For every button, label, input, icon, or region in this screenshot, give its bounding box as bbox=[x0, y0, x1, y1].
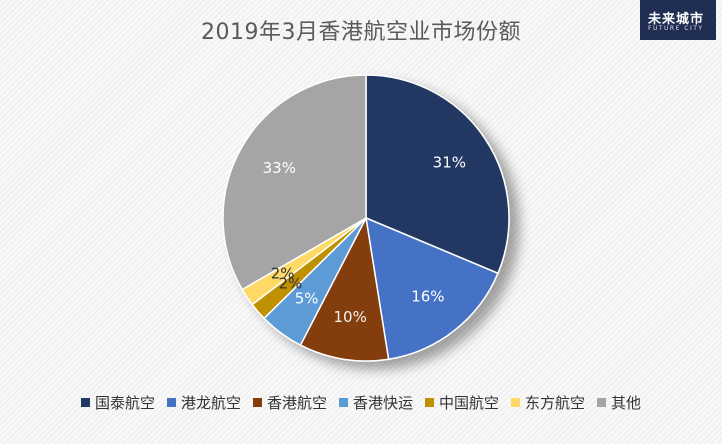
pie-slice-2 bbox=[299, 215, 390, 362]
legend-item-4: 中国航空 bbox=[425, 392, 499, 413]
legend-item-3: 香港快运 bbox=[338, 392, 413, 413]
legend-swatch-5 bbox=[511, 398, 521, 407]
legend-item-0: 国泰航空 bbox=[80, 392, 155, 413]
legend-label-0: 国泰航空 bbox=[94, 394, 155, 412]
logo-text: 未来城市 bbox=[648, 12, 705, 27]
pie-slice-1 bbox=[365, 216, 499, 361]
pie-data-label-6: 33% bbox=[263, 159, 296, 177]
pie-data-label-1: 16% bbox=[411, 288, 444, 306]
legend-swatch-2 bbox=[252, 398, 262, 407]
legend-label-1: 港龙航空 bbox=[180, 394, 241, 412]
legend-item-2: 香港航空 bbox=[252, 392, 327, 413]
legend-swatch-1 bbox=[166, 398, 176, 407]
legend-label-6: 其他 bbox=[611, 394, 642, 412]
pie-data-labels: 31% 16% 10% 5%2%2% 33% bbox=[263, 154, 466, 326]
logo-badge: 未来城市 FUTURE CITY bbox=[640, 0, 716, 40]
legend-label-2: 香港航空 bbox=[266, 394, 327, 412]
chart-title: 2019年3月香港航空业市场份额 bbox=[201, 20, 521, 45]
pie-slices bbox=[222, 74, 510, 362]
pie-data-label-5: 2% bbox=[271, 264, 295, 282]
pie-slice-0 bbox=[365, 74, 510, 275]
pie-data-label-3: 5% bbox=[295, 290, 319, 308]
pie-slice-6 bbox=[222, 74, 367, 291]
legend-label-3: 香港快运 bbox=[352, 394, 413, 412]
legend-swatch-6 bbox=[597, 398, 607, 407]
legend-label-5: 东方航空 bbox=[525, 394, 586, 412]
legend-item-1: 港龙航空 bbox=[166, 392, 241, 413]
pie-data-label-0: 31% bbox=[433, 154, 466, 172]
legend-label-4: 中国航空 bbox=[439, 394, 500, 412]
legend-swatch-4 bbox=[425, 398, 434, 407]
legend-item-5: 东方航空 bbox=[511, 392, 585, 413]
legend-swatch-3 bbox=[338, 398, 348, 407]
chart-legend: 国泰航空 港龙航空 香港航空 香港快运 中国航空 东方航空 其他 bbox=[0, 392, 722, 413]
legend-item-6: 其他 bbox=[597, 392, 641, 413]
pie-data-label-2: 10% bbox=[334, 308, 367, 326]
legend-swatch-0 bbox=[80, 398, 90, 407]
pie-data-label-4: 2% bbox=[278, 275, 302, 293]
logo-subtext: FUTURE CITY bbox=[648, 25, 704, 32]
